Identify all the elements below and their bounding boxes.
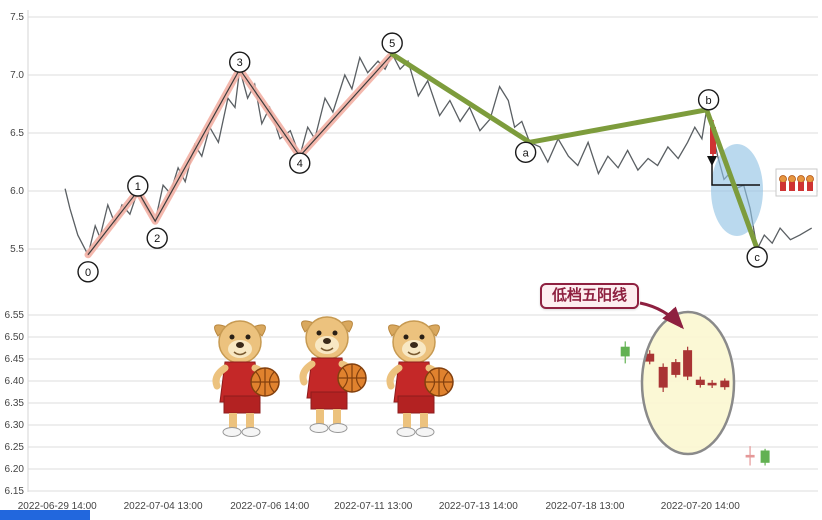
x-tick-label: 2022-07-18 13:00	[545, 501, 624, 512]
bottom-toolbar-fragment[interactable]	[0, 510, 90, 520]
wave-labels: 0 1 2 3 4 5 a b c	[77, 32, 768, 283]
y-tick-label: 6.30	[5, 420, 25, 431]
wave-label-circle	[229, 51, 251, 73]
price-line	[64, 52, 813, 257]
y-tick-label: 6.55	[5, 310, 25, 321]
x-tick-label: 2022-06-29 14:00	[18, 501, 97, 512]
y-tick-label: 6.45	[5, 354, 25, 365]
measure-annotation	[707, 156, 760, 186]
candle-body	[620, 346, 630, 357]
candle-body	[695, 379, 705, 385]
wave-label-circle	[146, 227, 168, 249]
pattern-annotation-badge: 低档五阳线	[540, 283, 640, 309]
highlight-ellipse-yellow-fill	[642, 312, 734, 454]
wave-label-text: a	[523, 147, 530, 159]
wave-label-circle	[381, 32, 403, 54]
wave-label-circle	[697, 89, 720, 111]
wave-label-text: 2	[154, 233, 160, 245]
candle-body	[760, 450, 770, 463]
y-tick-label: 6.20	[5, 464, 25, 475]
wave-label-circle	[289, 152, 311, 174]
annotation-arrow	[639, 301, 685, 330]
candle-body	[645, 353, 655, 362]
wave-label-circle	[514, 141, 537, 163]
y-tick-label: 6.25	[5, 442, 25, 453]
stamp-image	[775, 168, 818, 197]
candlesticks	[620, 341, 770, 466]
impulse-wave-line	[84, 50, 396, 259]
candle-body	[745, 454, 755, 458]
wave-label-circle	[746, 246, 768, 268]
highlight-ellipse-outline	[640, 310, 736, 456]
gridlines	[28, 16, 818, 492]
wave-label-text: 1	[135, 181, 141, 193]
candle-body	[720, 380, 730, 388]
dog-mascots-image	[215, 317, 453, 437]
wave-label-text: b	[706, 95, 712, 107]
impulse-wave-core	[87, 53, 393, 256]
y-tick-label: 6.0	[10, 186, 24, 197]
elliott-waves	[84, 50, 760, 259]
y-tick-label: 7.0	[10, 70, 24, 81]
x-tick-label: 2022-07-11 13:00	[334, 501, 413, 512]
x-axis-labels: 2022-06-29 14:00 2022-07-04 13:00 2022-07-…	[18, 501, 740, 512]
corrective-wave-line	[389, 51, 760, 252]
price-polyline	[64, 52, 813, 257]
candle-body	[707, 382, 717, 386]
wave-label-circle	[77, 261, 99, 283]
candle-body	[671, 362, 681, 375]
x-tick-label: 2022-07-06 14:00	[230, 501, 309, 512]
y-tick-label: 6.35	[5, 398, 25, 409]
y-axis-labels: 7.5 7.0 6.5 6.0 5.5 6.55 6.50 6.45 6.40 6.35 6.30 6…	[5, 12, 25, 497]
y-tick-label: 7.5	[10, 12, 24, 23]
y-tick-label: 6.15	[5, 486, 25, 497]
wave-label-text: 5	[389, 38, 395, 50]
x-tick-label: 2022-07-04 13:00	[124, 501, 203, 512]
wave-label-text: 4	[297, 158, 303, 170]
y-tick-label: 6.50	[5, 332, 25, 343]
wave-label-circle	[127, 175, 149, 197]
y-tick-label: 6.5	[10, 128, 24, 139]
candle-body	[683, 350, 693, 377]
y-tick-label: 5.5	[10, 244, 24, 255]
y-tick-label: 6.40	[5, 376, 25, 387]
wave-label-text: c	[754, 252, 760, 264]
wave-label-text: 0	[85, 267, 91, 279]
wave-label-text: 3	[237, 57, 243, 69]
x-tick-label: 2022-07-20 14:00	[661, 501, 740, 512]
x-tick-label: 2022-07-13 14:00	[439, 501, 518, 512]
candle-body	[658, 366, 668, 388]
